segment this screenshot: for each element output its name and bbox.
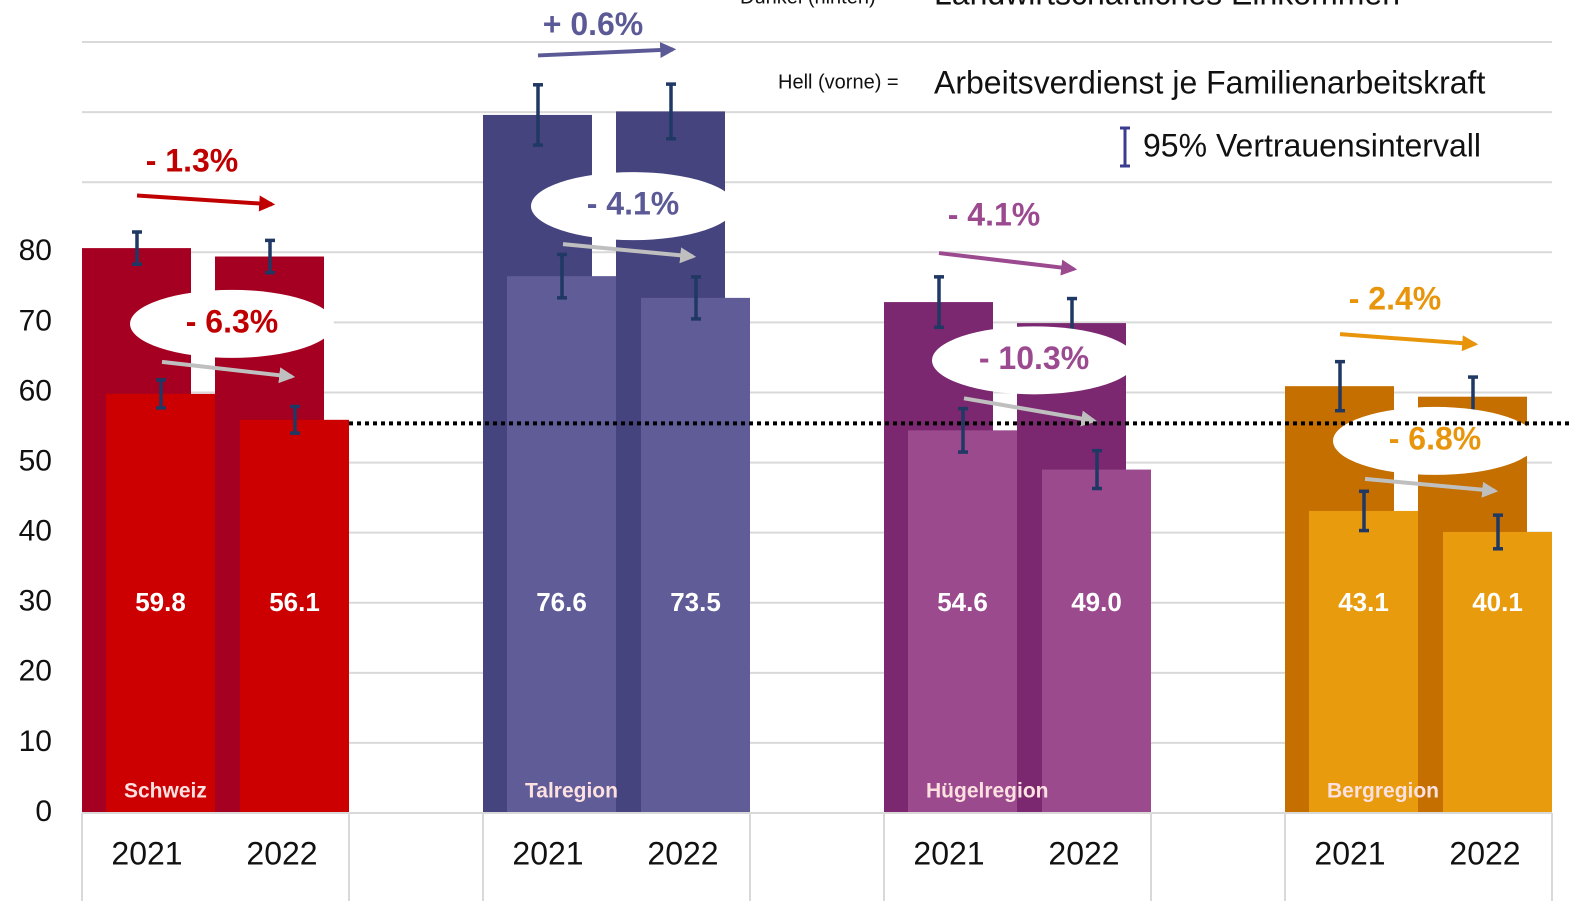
error-bar <box>1359 489 1369 533</box>
light-change-arrow <box>1364 476 1499 498</box>
y-tick-label: 70 <box>19 304 52 337</box>
error-bar <box>958 406 968 454</box>
value-label: 76.6 <box>536 587 587 617</box>
y-tick-label: 40 <box>19 515 52 548</box>
legend-light-prefix: Hell (vorne) = <box>778 71 899 93</box>
error-bar <box>290 404 300 435</box>
change-bubble <box>130 289 334 358</box>
dark-change-label: + 0.6% <box>543 6 644 42</box>
x-tick-label: 2021 <box>913 835 984 871</box>
region-label: Bergregion <box>1327 780 1439 803</box>
x-tick-label: 2022 <box>246 835 317 871</box>
y-tick-label: 20 <box>19 655 52 688</box>
change-bubble <box>531 172 735 241</box>
error-bar <box>691 275 701 321</box>
dark-change-label: - 1.3% <box>146 143 238 179</box>
error-bar <box>557 252 567 300</box>
light-change-arrow <box>161 359 296 384</box>
light-change-label: - 6.8% <box>1389 420 1481 456</box>
x-tick-label: 2021 <box>512 835 583 871</box>
light-change-arrow <box>562 242 697 264</box>
y-tick-label: 30 <box>19 585 52 618</box>
region-label: Hügelregion <box>926 780 1049 803</box>
error-bar <box>156 378 166 410</box>
dark-change-label: - 2.4% <box>1349 281 1441 317</box>
region-label: Schweiz <box>124 780 207 803</box>
y-tick-label: 80 <box>19 234 52 267</box>
value-label: 43.1 <box>1338 587 1389 617</box>
region-label: Talregion <box>525 780 618 803</box>
x-tick-label: 2022 <box>647 835 718 871</box>
error-bar <box>265 238 275 275</box>
legend-ci-label: 95% Vertrauensintervall <box>1143 127 1481 163</box>
value-label: 49.0 <box>1071 587 1122 617</box>
light-bar <box>641 297 750 813</box>
value-label: 56.1 <box>269 587 320 617</box>
value-label: 40.1 <box>1472 587 1523 617</box>
light-bar <box>240 419 349 813</box>
legend-dark-label: Landwirtschaftliches Einkommen <box>934 0 1400 11</box>
light-bar <box>1309 510 1418 813</box>
x-tick-label: 2022 <box>1449 835 1520 871</box>
error-bar <box>666 82 676 141</box>
dark-change-arrow <box>938 251 1078 276</box>
error-bar <box>533 83 543 147</box>
dark-change-label: - 4.1% <box>948 197 1040 233</box>
error-bar <box>934 275 944 330</box>
change-bubble <box>932 326 1136 395</box>
dark-change-arrow <box>1339 332 1479 352</box>
error-bar <box>1493 513 1503 551</box>
error-bar <box>1092 448 1102 491</box>
error-bar <box>132 230 142 266</box>
error-bar <box>1335 359 1345 413</box>
y-tick-label: 60 <box>19 374 52 407</box>
legend-dark-prefix: Dunkel (hinten) = <box>740 0 893 8</box>
value-label: 54.6 <box>937 587 988 617</box>
light-bar <box>106 393 215 813</box>
light-change-label: - 6.3% <box>186 303 278 339</box>
light-bar <box>1443 531 1552 813</box>
light-change-label: - 10.3% <box>979 340 1089 376</box>
legend-ci-symbol <box>1120 126 1130 168</box>
light-bar <box>507 276 616 813</box>
y-tick-label: 0 <box>35 795 52 828</box>
light-change-arrow <box>963 396 1098 427</box>
dark-change-arrow <box>537 42 677 58</box>
y-tick-label: 50 <box>19 444 52 477</box>
light-change-label: - 4.1% <box>587 186 679 222</box>
x-tick-label: 2021 <box>111 835 182 871</box>
y-tick-label: 10 <box>19 725 52 758</box>
value-label: 73.5 <box>670 587 721 617</box>
value-label: 59.8 <box>135 587 186 617</box>
light-bar <box>908 430 1017 813</box>
dark-change-arrow <box>136 193 276 212</box>
x-tick-label: 2022 <box>1048 835 1119 871</box>
x-tick-label: 2021 <box>1314 835 1385 871</box>
light-bar <box>1042 469 1151 813</box>
legend-light-label: Arbeitsverdienst je Familienarbeitskraft <box>934 64 1485 100</box>
